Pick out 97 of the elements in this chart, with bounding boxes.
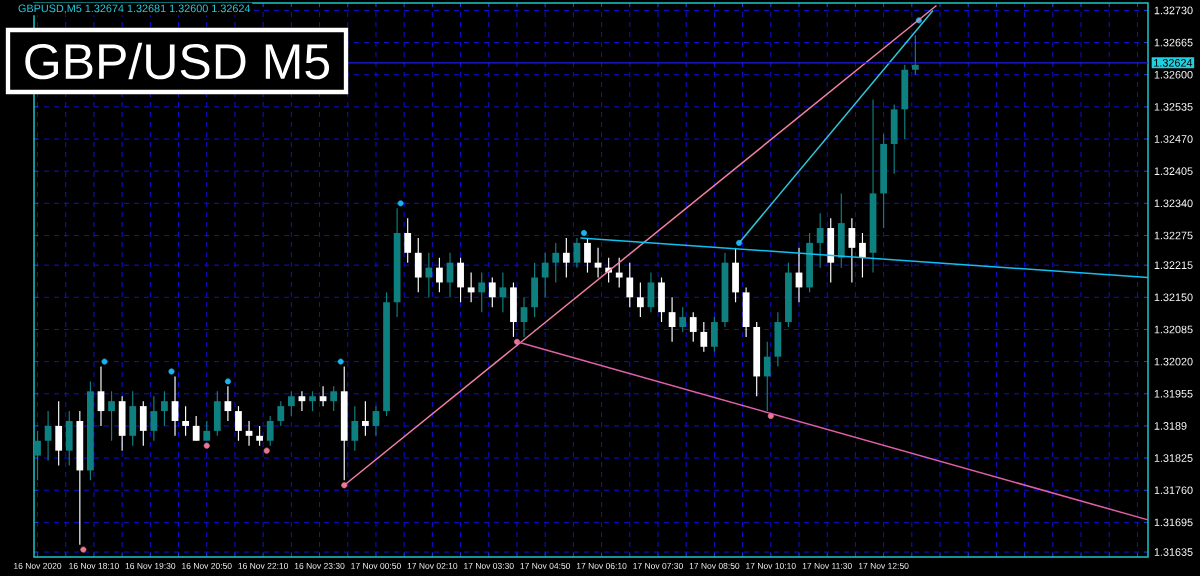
y-tick-label: 1.32535	[1154, 103, 1193, 111]
y-tick-label: 1.32665	[1154, 38, 1193, 47]
candlestick	[330, 385, 338, 412]
candlestick	[97, 365, 105, 427]
point	[580, 230, 587, 237]
point	[397, 200, 404, 207]
candlestick	[584, 237, 591, 274]
candlestick	[848, 217, 856, 284]
candlestick	[266, 415, 274, 447]
candlestick	[425, 252, 433, 298]
x-tick-label: 16 Nov 22:10	[238, 562, 289, 569]
candlestick	[689, 311, 697, 343]
candlestick	[192, 415, 200, 442]
candlestick	[636, 281, 644, 318]
candlestick	[362, 400, 369, 437]
candlestick	[34, 430, 41, 481]
x-tick-label: 16 Nov 2020	[14, 562, 62, 569]
candlestick	[615, 257, 623, 288]
y-tick-label: 1.31825	[1154, 454, 1193, 462]
candlestick	[594, 247, 602, 279]
candlestick	[478, 271, 486, 313]
x-tick-label: 17 Nov 00:50	[351, 562, 401, 569]
candlestick	[859, 232, 866, 279]
y-tick-label: 1.32405	[1154, 167, 1193, 176]
y-tick-label: 1.31695	[1154, 518, 1193, 527]
y-tick-label: 1.31760	[1154, 486, 1193, 495]
candlestick	[436, 257, 443, 293]
candlestick	[552, 242, 560, 284]
x-tick-label: 16 Nov 23:30	[294, 562, 345, 569]
annotation: GBPUSD,M5 1.32674 1.32681 1.32600 1.32624	[18, 4, 251, 14]
candlestick	[626, 262, 634, 308]
x-tick-label: 17 Nov 07:30	[633, 562, 683, 569]
candlestick	[700, 321, 708, 353]
candlestick	[679, 306, 687, 333]
text: GBP/USD M5	[25, 42, 330, 80]
y-tick-label: 1.32020	[1154, 357, 1193, 366]
candlestick	[467, 271, 475, 303]
point	[767, 413, 774, 420]
y-tick-label: 1.32215	[1154, 261, 1193, 269]
y-tick-label: 1.31635	[1154, 548, 1193, 556]
candlestick	[182, 405, 189, 437]
y-tick-label: 1.32600	[1154, 70, 1193, 79]
candlestick	[287, 390, 295, 417]
candlestick	[203, 420, 211, 442]
y-tick-label: 1.32275	[1154, 231, 1193, 240]
point	[224, 378, 231, 385]
x-tick-label: 16 Nov 20:50	[182, 562, 232, 569]
candlestick	[150, 395, 158, 442]
x-tick-label: 17 Nov 02:10	[407, 562, 458, 569]
candlestick	[171, 375, 179, 437]
x-tick-label: 17 Nov 03:30	[464, 562, 514, 569]
candlestick	[499, 271, 507, 313]
candlestick	[488, 276, 496, 308]
candlestick	[911, 34, 919, 76]
y-tick-label: 1.32470	[1154, 135, 1193, 143]
x-tick-label: 16 Nov 19:30	[125, 562, 176, 569]
x-tick-label: 16 Nov 18:10	[69, 562, 119, 569]
y-tick-label: 1.32085	[1154, 325, 1193, 334]
y-tick-label: 1.3189	[1154, 422, 1187, 430]
candlestick	[245, 420, 253, 447]
point	[203, 442, 210, 449]
y-tick-label: 1.31955	[1154, 389, 1193, 398]
y-tick-label: 1.32730	[1154, 6, 1193, 15]
candlestick	[235, 405, 242, 442]
y-tick-label: 1.32150	[1154, 293, 1193, 302]
candlestick	[351, 405, 359, 452]
candlestick	[816, 212, 824, 269]
candlestick	[161, 390, 168, 427]
point	[101, 358, 108, 365]
x-tick-label: 17 Nov 12:50	[858, 562, 909, 569]
candlestick	[44, 410, 52, 462]
candlestick	[224, 385, 232, 422]
candlestick	[319, 385, 327, 407]
x-tick-label: 17 Nov 10:10	[746, 562, 796, 569]
candlestick	[520, 296, 528, 338]
point	[80, 546, 87, 553]
candlestick	[298, 390, 306, 412]
point	[168, 368, 175, 375]
ref-line-label: 1.32624	[1154, 59, 1193, 67]
candlestick	[541, 252, 549, 298]
x-tick-label: 17 Nov 08:50	[689, 562, 740, 569]
candlestick	[668, 296, 676, 343]
candlestick	[372, 405, 380, 437]
y-tick-label: 1.32340	[1154, 199, 1193, 208]
x-tick-label: 17 Nov 11:30	[802, 562, 852, 569]
x-tick-label: 17 Nov 04:50	[520, 562, 571, 569]
candlestick	[573, 237, 581, 269]
point	[337, 358, 344, 365]
candlestick	[256, 425, 264, 447]
candlestick	[309, 390, 316, 412]
candlestick	[763, 341, 771, 412]
candlestick	[108, 390, 115, 442]
point	[263, 447, 270, 454]
candlestick	[277, 400, 285, 427]
candlestick	[562, 237, 570, 279]
candlestick	[404, 217, 412, 264]
x-tick-label: 17 Nov 06:10	[576, 562, 627, 569]
